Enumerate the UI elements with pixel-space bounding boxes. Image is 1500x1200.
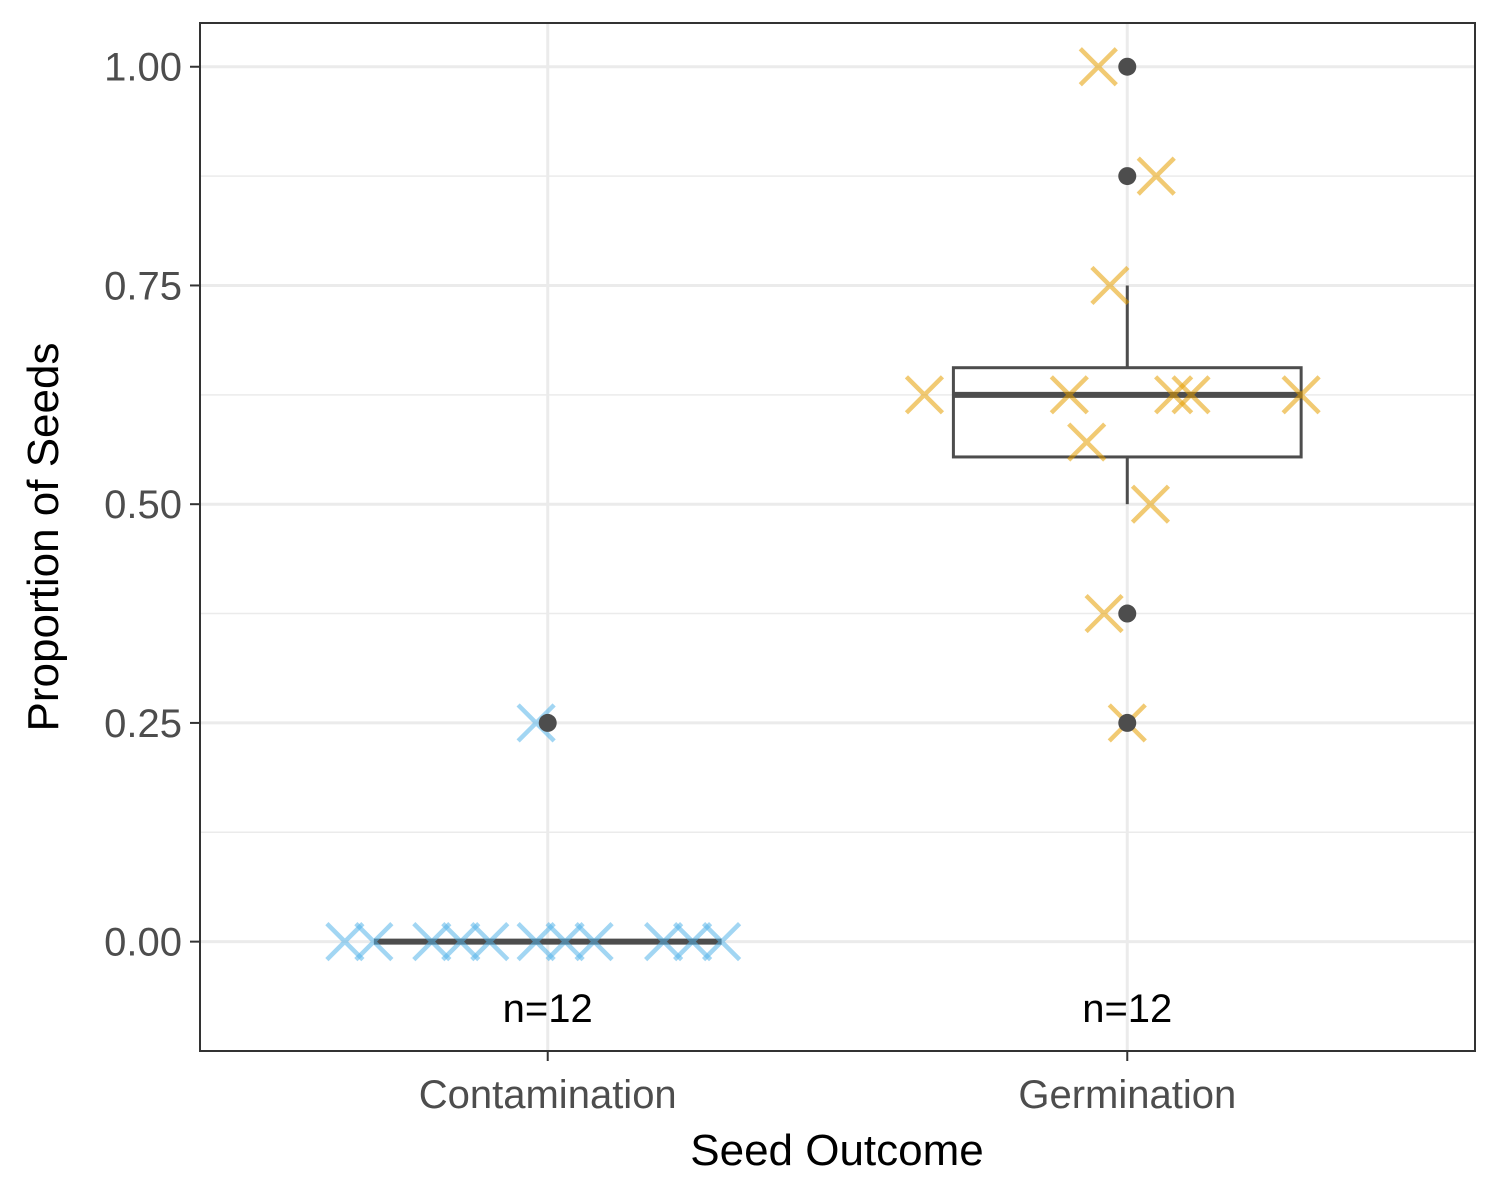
box-iqr (951, 366, 1303, 459)
point-germination (1136, 156, 1176, 196)
outlier-point (1118, 604, 1137, 623)
axes: 0.00 0.25 0.50 0.75 1.00 Contamination Germina… (104, 46, 1236, 1117)
outlier-point (1118, 167, 1137, 186)
point-germination (1090, 265, 1130, 306)
outlier-point (538, 713, 557, 732)
point-germination (1154, 375, 1194, 415)
x-axis-title: Seed Outcome (690, 1126, 984, 1175)
point-contamination (470, 922, 510, 962)
x-tick-label: Contamination (419, 1073, 677, 1117)
n-label-contamination: n=12 (503, 987, 593, 1031)
point-germination (904, 375, 945, 415)
point-contamination (545, 922, 585, 962)
point-germination (1049, 375, 1089, 415)
point-germination (1078, 47, 1118, 87)
point-germination (1084, 593, 1124, 634)
point-germination (1130, 484, 1171, 524)
point-contamination (574, 922, 614, 962)
outlier-points (538, 57, 1137, 732)
y-tick-label: 0.00 (104, 921, 182, 965)
point-contamination (516, 922, 556, 962)
point-contamination (354, 922, 394, 962)
outlier-point (1118, 713, 1137, 732)
point-contamination (516, 703, 556, 743)
n-label-germination: n=12 (1082, 987, 1172, 1031)
boxplot-germination (951, 285, 1303, 505)
point-contamination (412, 922, 452, 962)
y-tick-label: 1.00 (104, 46, 182, 90)
data-points (325, 47, 1321, 962)
point-contamination (702, 922, 742, 962)
y-tick-label: 0.25 (104, 702, 182, 746)
point-contamination (441, 922, 481, 962)
point-contamination (673, 922, 713, 962)
y-tick-label: 0.75 (104, 264, 182, 308)
x-tick-label: Germination (1018, 1073, 1236, 1117)
point-germination (1067, 422, 1107, 462)
point-germination (1171, 375, 1211, 415)
point-contamination (325, 922, 365, 962)
outlier-point (1118, 57, 1137, 76)
point-contamination (644, 922, 684, 962)
point-germination (1281, 375, 1321, 415)
y-axis-title: Proportion of Seeds (19, 343, 68, 732)
plot-panel-border (199, 22, 1476, 1052)
n-labels: n=12 n=12 (503, 987, 1173, 1031)
y-tick-label: 0.50 (104, 483, 182, 527)
